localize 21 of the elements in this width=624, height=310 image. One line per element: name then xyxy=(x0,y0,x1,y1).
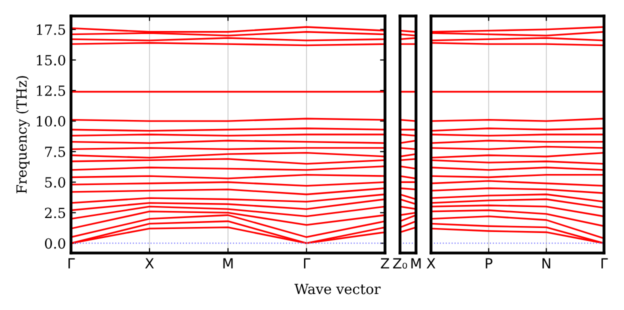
y-axis-title: Frequency (THz) xyxy=(16,76,30,194)
x-axis-title: Wave vector xyxy=(294,284,381,294)
x-tick-label: Z₀ xyxy=(393,258,408,269)
x-tick-label: N xyxy=(542,258,550,268)
y-tick-label: 5.0 xyxy=(45,177,66,188)
x-tick-label: X xyxy=(426,258,436,268)
y-tick-label: 15.0 xyxy=(36,54,66,66)
x-tick-label: Γ xyxy=(601,258,608,268)
x-tick-label: Γ xyxy=(68,258,75,268)
y-tick-label: 12.5 xyxy=(36,85,66,96)
x-tick-label: Γ xyxy=(304,258,310,268)
y-tick-label: 10.0 xyxy=(36,116,66,127)
y-tick-label: 7.5 xyxy=(45,146,66,158)
x-tick-label: P xyxy=(486,258,492,268)
y-tick-label: 2.5 xyxy=(44,208,66,218)
y-tick-label: 17.5 xyxy=(36,24,66,35)
x-tick-label: Z xyxy=(380,258,390,268)
x-tick-label: X xyxy=(145,258,154,268)
x-tick-label: M xyxy=(223,258,233,268)
y-tick-label: 0.0 xyxy=(44,238,66,249)
x-tick-label: M xyxy=(411,258,421,268)
